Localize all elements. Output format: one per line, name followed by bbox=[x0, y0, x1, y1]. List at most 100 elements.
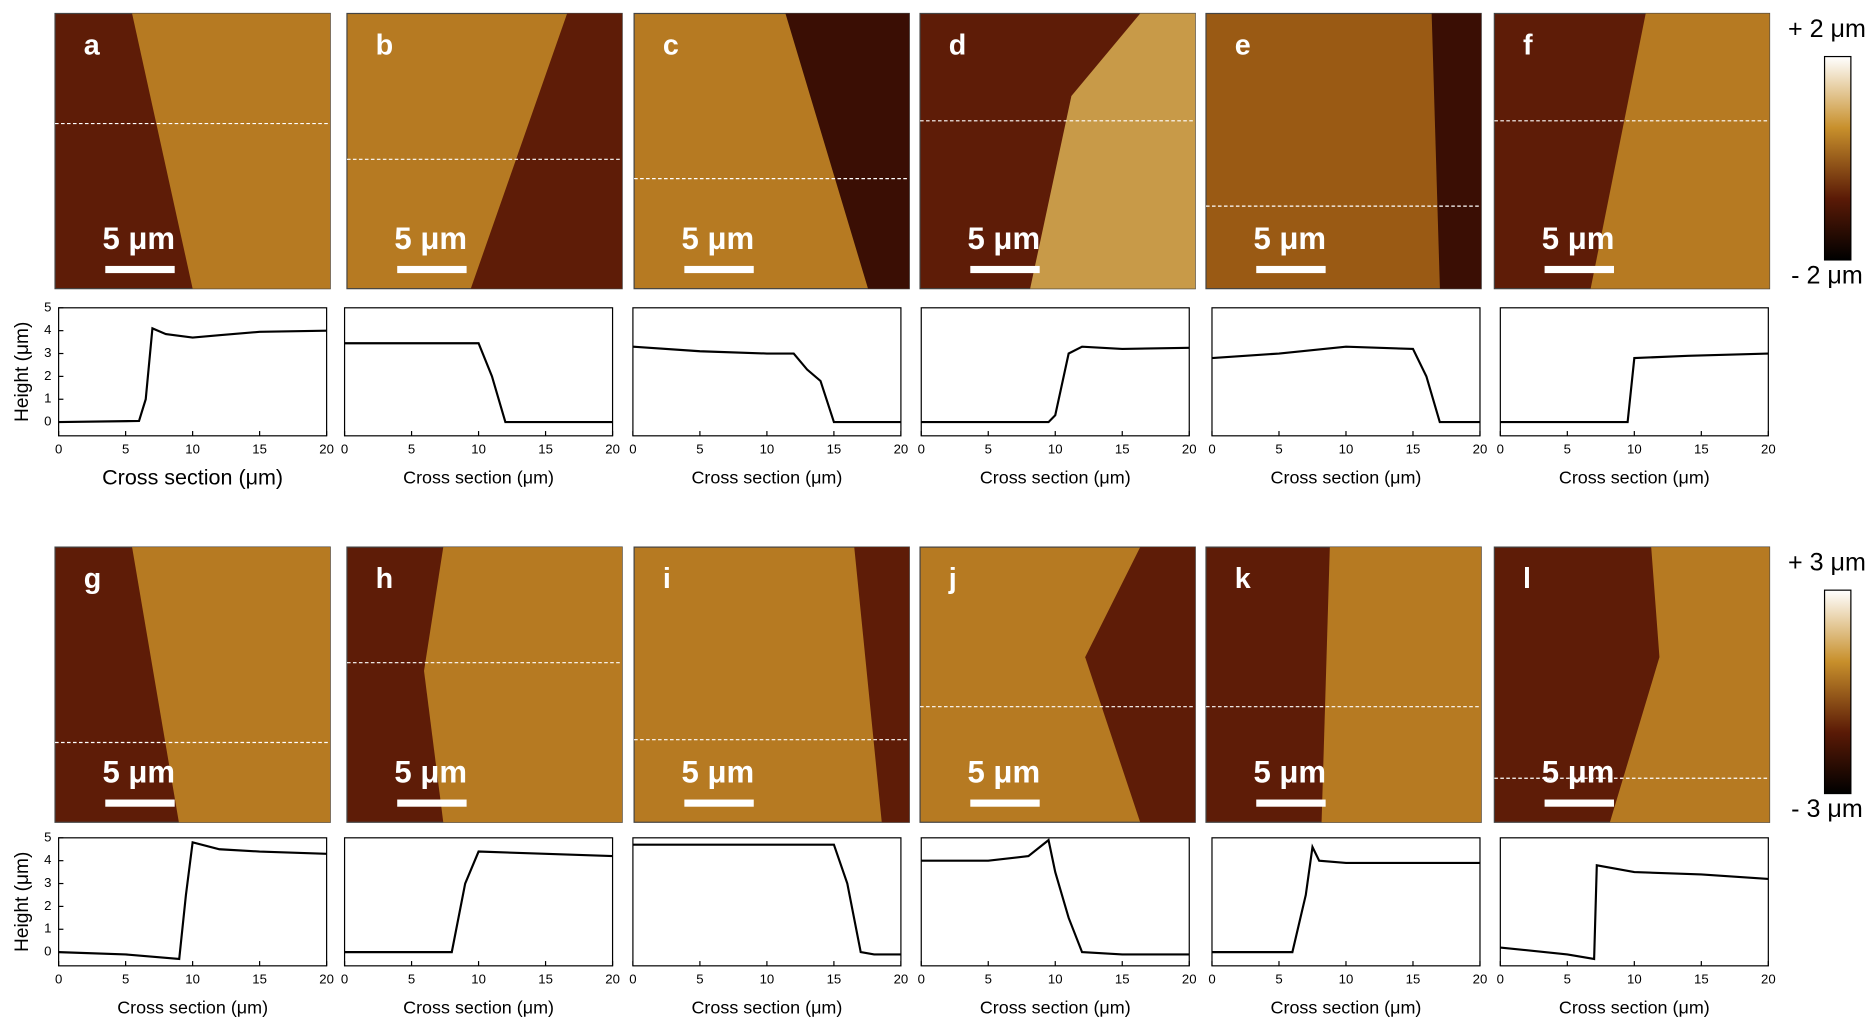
x-tick-label: 10 bbox=[471, 972, 486, 987]
x-tick-label: 15 bbox=[1406, 972, 1421, 987]
x-tick-label: 20 bbox=[605, 442, 620, 457]
plot-frame bbox=[1499, 307, 1769, 437]
panel-label: g bbox=[84, 563, 102, 595]
x-tick-label: 0 bbox=[629, 442, 636, 457]
x-axis-label: Cross section (μm) bbox=[980, 468, 1131, 488]
scale-bar-label: 5 μm bbox=[1542, 755, 1615, 790]
scale-bar bbox=[105, 799, 175, 807]
scale-bar bbox=[1544, 265, 1614, 274]
x-tick-label: 15 bbox=[1694, 972, 1709, 987]
y-tick-label: 3 bbox=[44, 345, 51, 360]
x-tick-label: 5 bbox=[408, 972, 415, 987]
scale-bar bbox=[970, 799, 1040, 807]
profile-line bbox=[344, 342, 613, 424]
scale-bar-label: 5 μm bbox=[102, 221, 175, 256]
y-tick-label: 0 bbox=[44, 944, 51, 959]
profile-line bbox=[1211, 345, 1480, 424]
afm-region bbox=[424, 547, 623, 823]
x-tick-label: 5 bbox=[122, 972, 129, 987]
y-tick-label: 5 bbox=[44, 829, 51, 844]
profile-line bbox=[921, 345, 1190, 424]
scale-bar bbox=[397, 265, 467, 274]
plot-frame bbox=[343, 837, 614, 967]
x-tick-label: 20 bbox=[1182, 972, 1197, 987]
scale-bar-label: 5 μm bbox=[967, 755, 1040, 790]
scale-bar-label: 5 μm bbox=[967, 221, 1040, 256]
x-axis-label: Cross section (μm) bbox=[691, 998, 842, 1018]
panel-label: l bbox=[1523, 563, 1531, 595]
x-tick-label: 0 bbox=[55, 972, 62, 987]
plot-frame bbox=[58, 307, 328, 437]
colorbar bbox=[1823, 589, 1852, 795]
plot-frame bbox=[343, 307, 614, 437]
afm-region bbox=[854, 547, 910, 823]
plot-frame bbox=[58, 837, 328, 967]
x-tick-label: 20 bbox=[1761, 442, 1776, 457]
afm-region bbox=[1431, 13, 1482, 289]
scale-bar bbox=[1256, 799, 1326, 807]
panel-label: f bbox=[1523, 30, 1533, 62]
panel-label: j bbox=[948, 563, 957, 595]
x-axis-label: Cross section (μm) bbox=[1271, 998, 1422, 1018]
profile-line bbox=[1500, 863, 1769, 961]
x-tick-label: 5 bbox=[1275, 972, 1282, 987]
scale-bar-label: 5 μm bbox=[1253, 221, 1326, 256]
scale-bar bbox=[684, 265, 754, 274]
panel-label: a bbox=[84, 30, 101, 62]
x-tick-label: 10 bbox=[1627, 972, 1642, 987]
panel-label: d bbox=[949, 30, 967, 62]
x-axis-label: Cross section (μm) bbox=[1559, 468, 1710, 488]
afm-region bbox=[1609, 547, 1770, 823]
x-tick-label: 20 bbox=[319, 442, 334, 457]
x-axis-label: Cross section (μm) bbox=[403, 998, 554, 1018]
scale-bar bbox=[970, 265, 1040, 274]
x-tick-label: 5 bbox=[122, 442, 129, 457]
x-tick-label: 15 bbox=[252, 442, 267, 457]
scale-bar-label: 5 μm bbox=[682, 755, 755, 790]
x-axis-label: Cross section (μm) bbox=[1559, 998, 1710, 1018]
scale-bar bbox=[1544, 799, 1614, 807]
x-tick-label: 0 bbox=[629, 972, 636, 987]
afm-region bbox=[132, 547, 331, 823]
profile-line bbox=[1211, 843, 1480, 954]
x-tick-label: 5 bbox=[408, 442, 415, 457]
y-tick-label: 0 bbox=[44, 414, 51, 429]
scale-bar-label: 5 μm bbox=[102, 755, 175, 790]
profile-line bbox=[1500, 352, 1769, 424]
y-tick-label: 2 bbox=[44, 368, 51, 383]
panel-label: c bbox=[663, 30, 679, 62]
y-tick-label: 2 bbox=[44, 898, 51, 913]
x-tick-label: 15 bbox=[538, 972, 553, 987]
x-tick-label: 20 bbox=[605, 972, 620, 987]
x-tick-label: 0 bbox=[1208, 972, 1215, 987]
x-tick-label: 5 bbox=[985, 442, 992, 457]
x-tick-label: 15 bbox=[1115, 972, 1130, 987]
afm-region bbox=[1030, 13, 1196, 289]
y-tick-label: 5 bbox=[44, 299, 51, 314]
profile-line bbox=[921, 838, 1190, 956]
x-tick-label: 15 bbox=[1115, 442, 1130, 457]
profile-line bbox=[58, 841, 327, 961]
y-axis-label: Height (μm) bbox=[12, 852, 33, 952]
scale-bar bbox=[684, 799, 754, 807]
x-tick-label: 20 bbox=[319, 972, 334, 987]
colorbar-min-label: - 2 μm bbox=[1791, 261, 1863, 289]
x-tick-label: 10 bbox=[185, 442, 200, 457]
x-tick-label: 0 bbox=[1208, 442, 1215, 457]
x-axis-label: Cross section (μm) bbox=[117, 998, 268, 1018]
scale-bar-label: 5 μm bbox=[1542, 221, 1615, 256]
x-tick-label: 0 bbox=[341, 442, 348, 457]
afm-region bbox=[132, 13, 331, 289]
scale-bar bbox=[1256, 265, 1326, 274]
profile-line bbox=[58, 326, 327, 424]
x-axis-label: Cross section (μm) bbox=[403, 468, 554, 488]
panel-label: i bbox=[663, 563, 671, 595]
x-tick-label: 20 bbox=[1182, 442, 1197, 457]
x-axis-label: Cross section (μm) bbox=[1271, 468, 1422, 488]
x-tick-label: 20 bbox=[1473, 442, 1488, 457]
afm-region bbox=[470, 13, 623, 289]
x-tick-label: 10 bbox=[471, 442, 486, 457]
x-tick-label: 0 bbox=[1497, 442, 1504, 457]
x-tick-label: 10 bbox=[1339, 442, 1354, 457]
